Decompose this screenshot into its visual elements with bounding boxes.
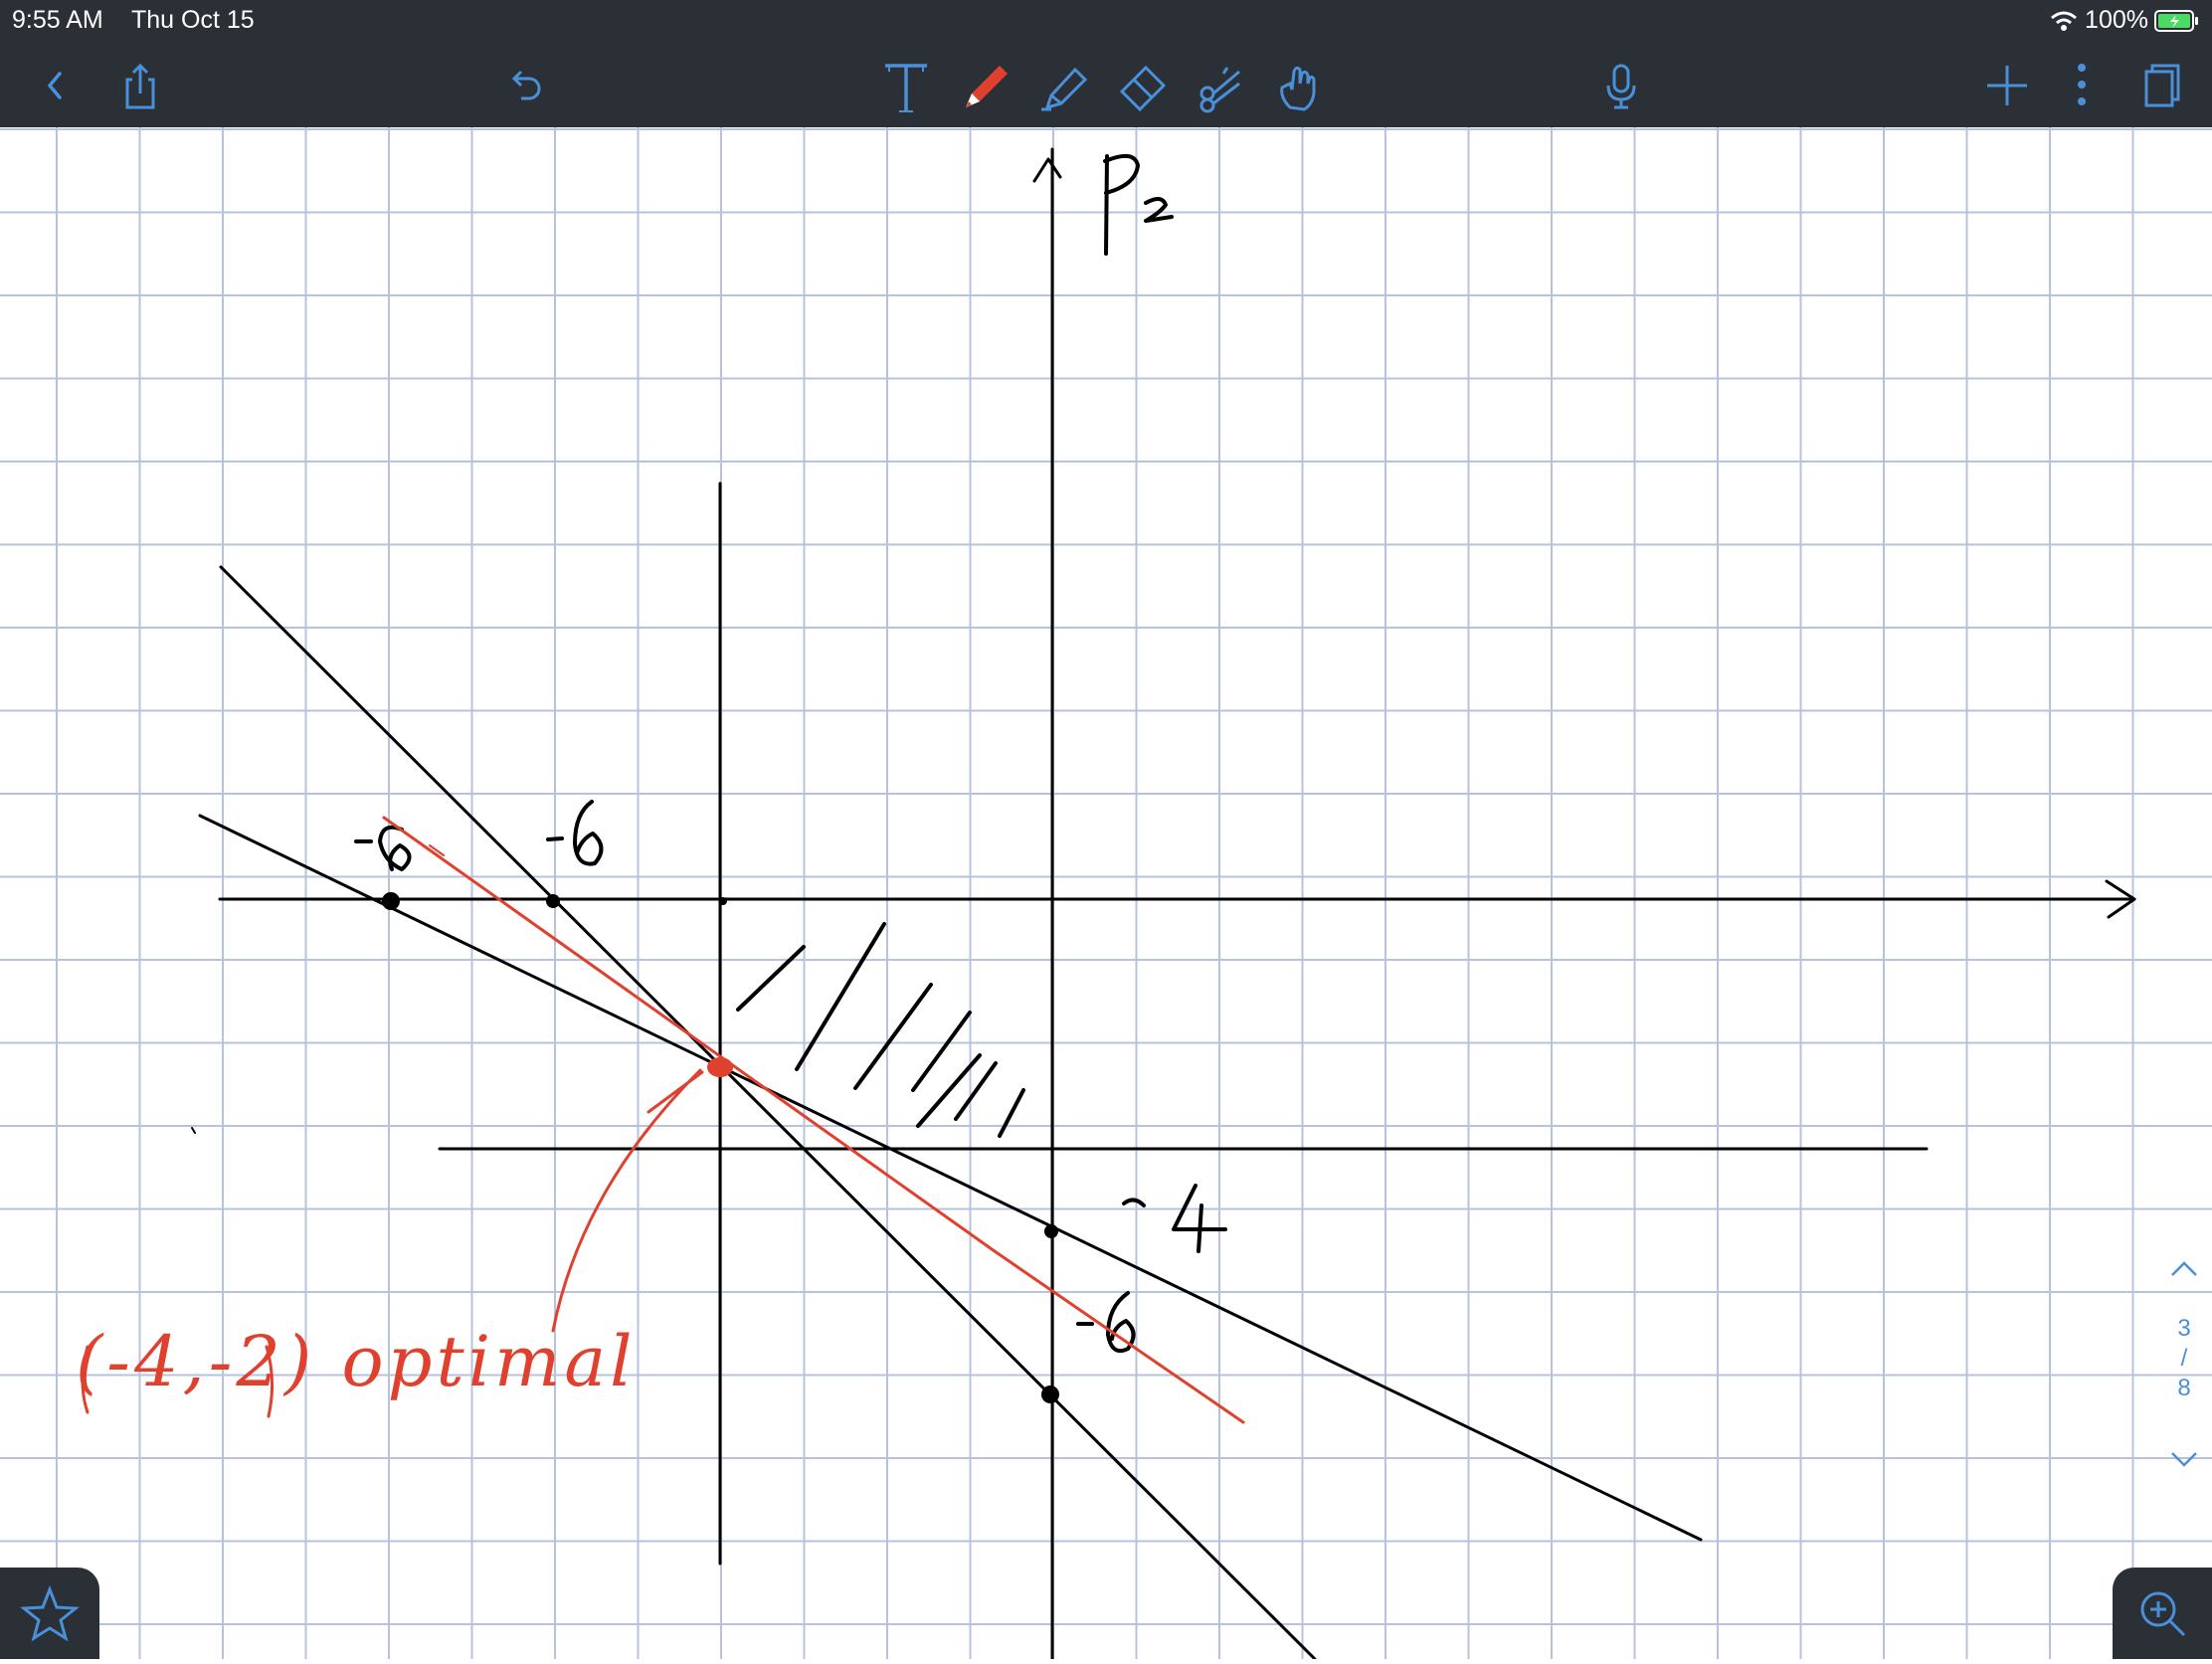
status-right: 100%: [2049, 6, 2200, 35]
toolbar: [0, 42, 2212, 127]
battery-percent: 100%: [2085, 6, 2148, 34]
tick-mark-digit-strokes: [354, 800, 1227, 1354]
feasible-region-hatching: [736, 922, 1025, 1138]
current-page: 3: [2177, 1315, 2191, 1342]
optimal-annotation: (-4,-2) optimal: [76, 1321, 637, 1402]
eraser-icon[interactable]: [1108, 50, 1178, 119]
battery-charging-icon: [2154, 9, 2198, 32]
microphone-icon[interactable]: [1586, 50, 1656, 119]
ink-drawing: [81, 147, 2136, 1659]
annotation-strokes: [81, 1345, 275, 1418]
star-icon: [19, 1584, 81, 1642]
tick-accent: [429, 844, 445, 856]
horizontal-axis-arrow: [2105, 879, 2136, 919]
constraint-line-shallow: [198, 814, 1703, 1542]
add-page-icon[interactable]: [1972, 50, 2042, 119]
lasso-scissors-icon[interactable]: [1188, 50, 1257, 119]
intercept-points: [382, 892, 1059, 1403]
status-date: Thu Oct 15: [131, 6, 255, 34]
optimal-point-marker: [707, 1057, 733, 1077]
stray-marks: [191, 1127, 196, 1134]
wifi-icon: [2051, 11, 2078, 31]
zoom-button[interactable]: [2113, 1568, 2212, 1659]
page-navigator: 3 / 8: [2156, 1253, 2212, 1502]
pages-icon[interactable]: [2124, 50, 2194, 119]
hand-pointer-icon[interactable]: [1266, 50, 1336, 119]
pen-icon[interactable]: [950, 50, 1019, 119]
vertical-axis-arrow: [1032, 157, 1062, 183]
more-icon[interactable]: [2047, 50, 2117, 119]
constraint-line-steep: [219, 565, 1317, 1659]
axis-label-p2: [1103, 153, 1174, 256]
back-icon[interactable]: [18, 50, 88, 119]
status-time: 9:55 AM: [12, 6, 103, 34]
page-separator: /: [2180, 1345, 2188, 1372]
objective-line: [382, 816, 1245, 1424]
axis-label-p2-text: P₂: [1112, 145, 1113, 146]
note-canvas[interactable]: P₂ -8 -6 -4 -6 (-4,-2) optimal: [0, 127, 2212, 1659]
share-icon[interactable]: [105, 50, 175, 119]
undo-icon[interactable]: [488, 50, 558, 119]
total-pages: 8: [2177, 1375, 2191, 1401]
optimal-point-pointer: [551, 1068, 704, 1333]
status-bar: 9:55 AM Thu Oct 15 100%: [0, 0, 2212, 42]
zoom-in-icon: [2140, 1591, 2186, 1637]
chevron-down-icon[interactable]: [2156, 1443, 2212, 1473]
favorite-button[interactable]: [0, 1568, 99, 1659]
highlighter-icon[interactable]: [1029, 50, 1099, 119]
text-tool-icon[interactable]: [871, 50, 941, 119]
chevron-up-icon[interactable]: [2156, 1253, 2212, 1283]
